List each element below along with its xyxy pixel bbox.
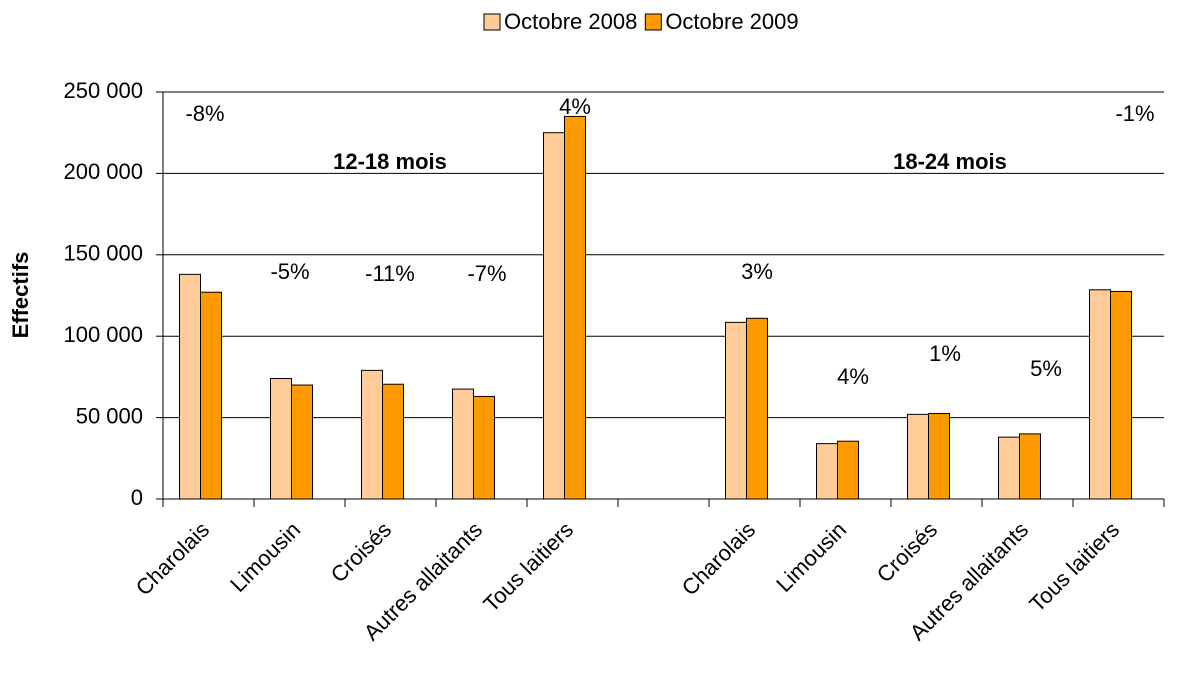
bar	[1089, 289, 1111, 500]
x-tick-label: Limousin	[771, 517, 851, 597]
bar	[998, 436, 1020, 500]
annotation: -5%	[270, 259, 309, 284]
annotation: -11%	[365, 261, 415, 286]
x-tick-label: Limousin	[225, 517, 305, 597]
x-tick-label: Croisés	[326, 517, 396, 587]
annotation: 4%	[559, 94, 591, 119]
bar	[837, 440, 859, 500]
annotation: -8%	[185, 101, 224, 126]
legend-swatch	[483, 13, 501, 31]
bar	[543, 132, 565, 500]
bar	[1110, 290, 1132, 500]
annotation: -1%	[1115, 101, 1154, 126]
y-tick-label: 250 000	[63, 78, 143, 103]
x-tick-label: Tous laitiers	[1024, 517, 1124, 617]
annotation: 4%	[837, 364, 869, 389]
x-tick-label: Charolais	[131, 517, 214, 600]
bar	[452, 388, 474, 500]
bar	[270, 378, 292, 500]
y-axis-label: Effectifs	[8, 252, 33, 339]
bar	[179, 273, 201, 500]
bar	[725, 321, 747, 500]
bar	[200, 291, 222, 500]
bar	[291, 384, 313, 500]
y-tick-label: 200 000	[63, 159, 143, 184]
bar	[746, 317, 768, 500]
annotation: -7%	[467, 261, 506, 286]
bar	[361, 369, 383, 500]
y-tick-label: 100 000	[63, 322, 143, 347]
bar	[907, 413, 929, 500]
bar	[473, 395, 495, 500]
legend-swatch	[644, 13, 662, 31]
group-label: 12-18 mois	[333, 149, 447, 174]
bar	[382, 383, 404, 500]
x-tick-label: Charolais	[677, 517, 760, 600]
annotation: 5%	[1030, 356, 1062, 381]
y-tick-label: 150 000	[63, 241, 143, 266]
y-tick-label: 50 000	[76, 403, 143, 428]
bar	[1019, 433, 1041, 500]
legend-label: Octobre 2008	[504, 9, 637, 34]
legend-label: Octobre 2009	[665, 9, 798, 34]
bar	[816, 443, 838, 500]
x-tick-label: Tous laitiers	[478, 517, 578, 617]
group-label: 18-24 mois	[893, 149, 1007, 174]
annotation: 1%	[929, 341, 961, 366]
y-tick-label: 0	[131, 485, 143, 510]
x-tick-label: Croisés	[872, 517, 942, 587]
annotation: 3%	[741, 259, 773, 284]
bar	[928, 413, 950, 500]
bar	[564, 115, 586, 500]
